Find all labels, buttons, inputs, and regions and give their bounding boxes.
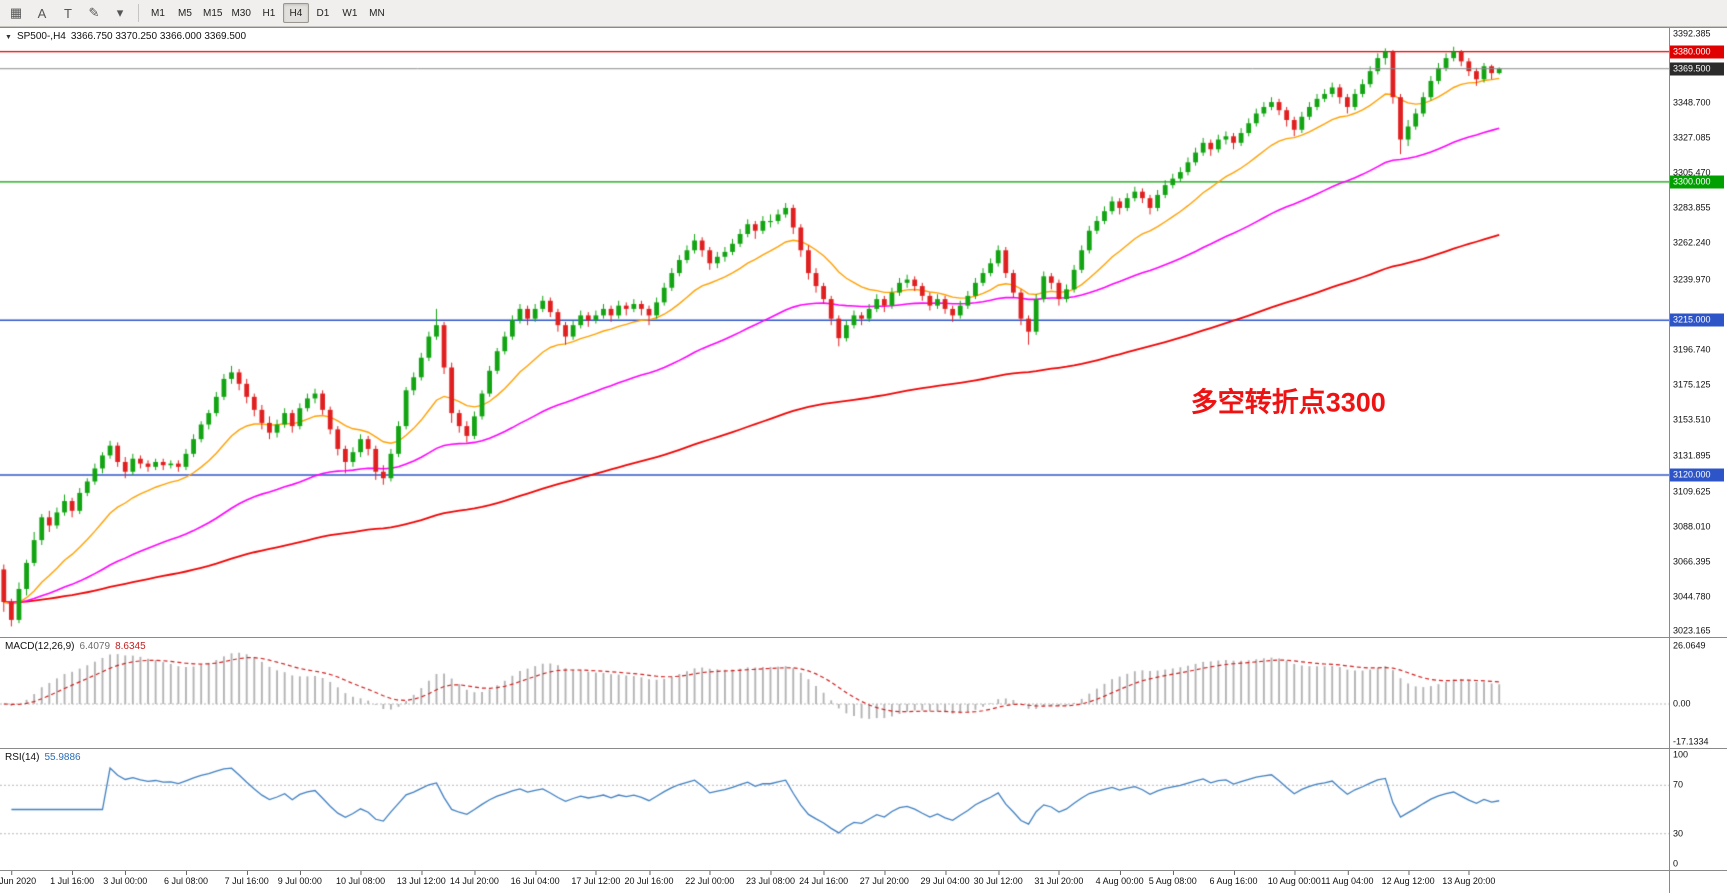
price-axis-label: 3153.510 bbox=[1673, 414, 1711, 425]
time-axis-label: 6 Aug 16:00 bbox=[1209, 871, 1258, 886]
price-axis-label: 3066.395 bbox=[1673, 556, 1711, 567]
time-axis-label: 13 Aug 20:00 bbox=[1442, 871, 1496, 886]
timeframe-button-M5[interactable]: M5 bbox=[178, 7, 192, 19]
price-axis-label: 3283.855 bbox=[1673, 202, 1711, 213]
time-axis-label: 3 Jul 00:00 bbox=[103, 871, 148, 886]
current-price-badge: 3369.500 bbox=[1670, 62, 1724, 76]
price-axis-label: 3044.780 bbox=[1673, 591, 1711, 602]
time-axis-label: 23 Jul 08:00 bbox=[745, 871, 795, 886]
timeframe-button-W1[interactable]: W1 bbox=[342, 7, 358, 19]
time-axis-label: 1 Jul 16:00 bbox=[50, 871, 95, 886]
time-axis-label: 29 Jul 04:00 bbox=[920, 871, 970, 886]
time-axis-label: 30 Jun 2020 bbox=[0, 871, 36, 886]
timeframe-button-D1[interactable]: D1 bbox=[316, 7, 330, 19]
rsi-axis-label: 30 bbox=[1673, 828, 1684, 839]
text-label-button[interactable]: A bbox=[37, 5, 47, 21]
price-axis-label: 3196.740 bbox=[1673, 344, 1711, 355]
price-line-badge: 3215.000 bbox=[1670, 313, 1724, 327]
price-axis-label: 3327.085 bbox=[1673, 132, 1711, 143]
macd-axis-label: 26.0649 bbox=[1673, 640, 1706, 651]
drawing-tools-button[interactable]: ✎ bbox=[88, 5, 100, 20]
price-axis-label: 3109.625 bbox=[1673, 486, 1711, 497]
macd-axis[interactable]: 26.0649 0.00 -17.1334 bbox=[1669, 637, 1727, 748]
time-axis-label: 14 Jul 20:00 bbox=[449, 871, 499, 886]
price-axis-label: 3348.700 bbox=[1673, 97, 1711, 108]
time-axis-label: 12 Aug 12:00 bbox=[1381, 871, 1435, 886]
timeframe-button-MN[interactable]: MN bbox=[369, 7, 385, 19]
price-axis-label: 3131.895 bbox=[1673, 450, 1711, 461]
timeframe-button-H1[interactable]: H1 bbox=[262, 7, 276, 19]
price-axis-label: 3175.125 bbox=[1673, 379, 1711, 390]
price-axis[interactable]: 3392.385 3348.700 3327.085 3305.470 3283.855… bbox=[1669, 28, 1727, 637]
price-axis-label: 3262.240 bbox=[1673, 237, 1711, 248]
time-axis-label: 10 Jul 08:00 bbox=[336, 871, 386, 886]
axis-corner bbox=[1669, 871, 1727, 893]
ohlc-values: 3366.750 3370.250 3366.000 3369.500 bbox=[70, 31, 247, 42]
time-axis-label: 13 Jul 12:00 bbox=[396, 871, 446, 886]
rsi-title: RSI(14) 55.9886 bbox=[5, 752, 81, 763]
toolbar: ▦ A T ✎ ▾ M1 M5 M15 M30 H1 H4 D1 W1 MN bbox=[0, 0, 1727, 27]
rsi-chart-canvas[interactable] bbox=[0, 748, 1670, 870]
time-axis-label: 5 Aug 08:00 bbox=[1148, 871, 1197, 886]
rsi-axis-label: 70 bbox=[1673, 779, 1684, 790]
time-axis-label: 16 Jul 04:00 bbox=[510, 871, 560, 886]
time-axis-label: 17 Jul 12:00 bbox=[571, 871, 621, 886]
price-axis-label: 3088.010 bbox=[1673, 521, 1711, 532]
rsi-value: 55.9886 bbox=[44, 751, 81, 763]
timeframe-button-M30[interactable]: M30 bbox=[231, 7, 251, 19]
rsi-panel: 100 70 30 0 RSI(14) 55.9886 bbox=[0, 747, 1727, 870]
charts-grid-button[interactable]: ▦ bbox=[9, 5, 23, 20]
time-axis-label: 6 Jul 08:00 bbox=[163, 871, 208, 886]
chart-stack: 3392.385 3348.700 3327.085 3305.470 3283.855… bbox=[0, 27, 1727, 893]
candlestick-chart-canvas[interactable] bbox=[0, 28, 1670, 637]
drawing-tools-arrow[interactable]: ▾ bbox=[116, 5, 124, 20]
toolbar-separator bbox=[138, 4, 139, 22]
timeframe-button-M1[interactable]: M1 bbox=[151, 7, 165, 19]
time-axis-label: 24 Jul 16:00 bbox=[799, 871, 849, 886]
macd-title: MACD(12,26,9) 6.4079 8.6345 bbox=[5, 641, 146, 652]
price-line-badge: 3300.000 bbox=[1670, 175, 1724, 189]
rsi-axis[interactable]: 100 70 30 0 bbox=[1669, 748, 1727, 870]
time-axis-label: 10 Aug 00:00 bbox=[1267, 871, 1321, 886]
macd-axis-label: -17.1334 bbox=[1673, 736, 1709, 746]
main-chart-panel: 3392.385 3348.700 3327.085 3305.470 3283.855… bbox=[0, 28, 1727, 637]
timeframe-group: M1 M5 M15 M30 H1 H4 D1 W1 MN bbox=[145, 3, 390, 23]
price-axis-label: 3023.165 bbox=[1673, 625, 1711, 636]
chart-text-annotation: 多空转折点3300 bbox=[1190, 387, 1386, 418]
price-axis-label: 3392.385 bbox=[1673, 28, 1711, 39]
time-axis-label: 20 Jul 16:00 bbox=[624, 871, 674, 886]
price-line-badge: 3120.000 bbox=[1670, 468, 1724, 482]
toolbar-left: ▦ A T ✎ ▾ bbox=[4, 3, 132, 23]
time-axis-label: 7 Jul 16:00 bbox=[224, 871, 269, 886]
macd-signal-value: 8.6345 bbox=[115, 640, 146, 652]
timeframe-button-M15[interactable]: M15 bbox=[203, 7, 223, 19]
text-box-button[interactable]: T bbox=[64, 5, 72, 21]
time-axis-labels: 30 Jun 2020 1 Jul 16:00 3 Jul 00:00 6 Jul 0… bbox=[0, 871, 1670, 893]
price-line-badge: 3380.000 bbox=[1670, 45, 1724, 59]
rsi-label: RSI(14) bbox=[5, 751, 40, 763]
chart-title: ▼ SP500-,H4 3366.750 3370.250 3366.000 3… bbox=[5, 31, 246, 42]
time-axis[interactable]: 30 Jun 2020 1 Jul 16:00 3 Jul 00:00 6 Jul 0… bbox=[0, 870, 1727, 893]
collapse-triangle-icon[interactable]: ▼ bbox=[5, 34, 12, 41]
time-axis-label: 4 Aug 00:00 bbox=[1095, 871, 1144, 886]
time-axis-label: 22 Jul 00:00 bbox=[685, 871, 735, 886]
macd-axis-label: 0.00 bbox=[1673, 698, 1691, 709]
time-axis-label: 11 Aug 04:00 bbox=[1321, 871, 1374, 886]
macd-label: MACD(12,26,9) bbox=[5, 640, 75, 652]
macd-main-value: 6.4079 bbox=[79, 640, 111, 652]
macd-panel: 26.0649 0.00 -17.1334 MACD(12,26,9) 6.4079… bbox=[0, 636, 1727, 748]
time-axis-label: 27 Jul 20:00 bbox=[859, 871, 909, 886]
rsi-axis-label: 100 bbox=[1673, 749, 1689, 760]
time-axis-label: 9 Jul 00:00 bbox=[277, 871, 322, 886]
timeframe-button-H4[interactable]: H4 bbox=[282, 3, 309, 23]
price-axis-label: 3239.970 bbox=[1673, 274, 1711, 285]
symbol-timeframe-label: SP500-,H4 bbox=[16, 31, 66, 42]
macd-chart-canvas[interactable] bbox=[0, 637, 1670, 748]
price-axis-label: 3305.470 bbox=[1673, 167, 1711, 178]
rsi-axis-label: 0 bbox=[1673, 858, 1679, 869]
time-axis-label: 31 Jul 20:00 bbox=[1034, 871, 1084, 886]
time-axis-label: 30 Jul 12:00 bbox=[973, 871, 1023, 886]
